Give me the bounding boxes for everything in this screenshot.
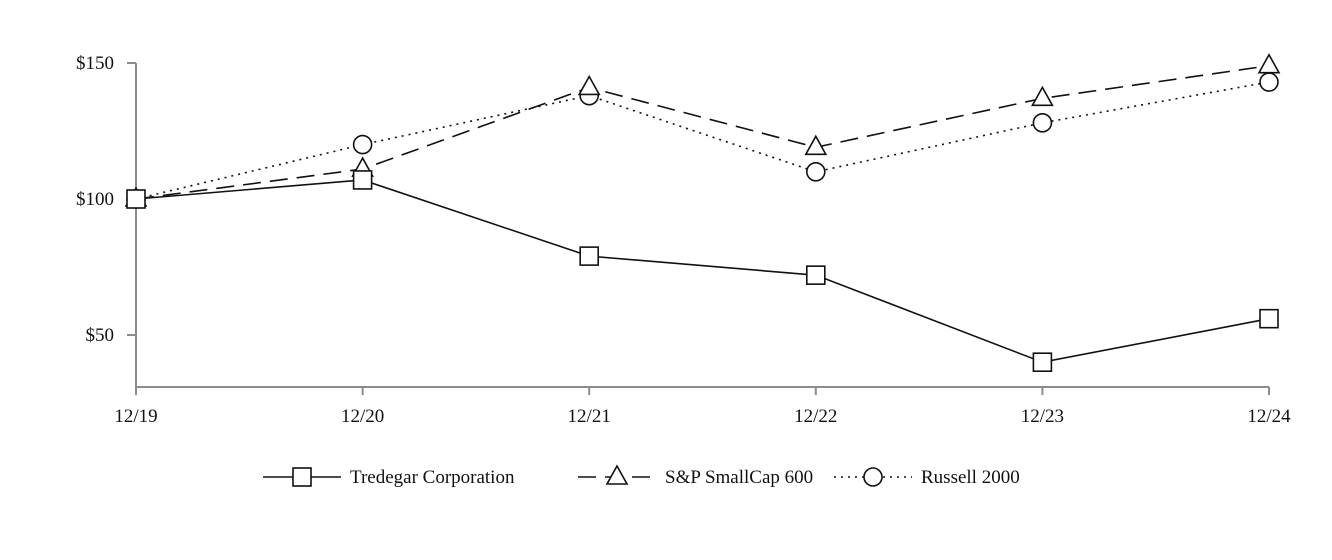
- x-tick-label: 12/24: [1247, 406, 1291, 427]
- data-point-circle: [352, 134, 373, 155]
- data-point-square: [352, 170, 373, 190]
- series-group: [124, 53, 1281, 373]
- data-point-circle: [1032, 113, 1053, 133]
- series-line: [135, 81, 1270, 200]
- series-triangle: [124, 53, 1281, 207]
- series-line: [135, 179, 1270, 364]
- series-line: [135, 64, 1270, 200]
- y-tick-label: $100: [76, 189, 114, 210]
- legend-marker-square: [292, 467, 312, 487]
- legend-item: Tredegar Corporation: [263, 467, 515, 488]
- y-tick-label: $50: [86, 325, 115, 346]
- legend: Tredegar Corporation S&P SmallCap 600 Russ…: [263, 464, 1020, 488]
- legend-marker-triangle: [605, 464, 629, 485]
- series-square: [126, 170, 1279, 373]
- data-point-square: [126, 189, 146, 209]
- legend-label: S&P SmallCap 600: [665, 467, 813, 488]
- data-point-square: [1259, 308, 1279, 329]
- x-tick-label: 12/20: [341, 406, 384, 427]
- legend-item: S&P SmallCap 600: [578, 464, 813, 488]
- legend-label: Tredegar Corporation: [350, 467, 515, 488]
- data-point-triangle: [1031, 85, 1054, 107]
- legend-marker-circle: [863, 467, 883, 487]
- x-tick-label: 12/21: [568, 406, 611, 427]
- data-point-circle: [1259, 72, 1279, 92]
- data-point-square: [805, 265, 826, 285]
- x-tick-label: 12/22: [794, 406, 837, 427]
- axes: $50 $100 $150 12/19 12/20 12/21 12/22 12/23 12/2…: [76, 53, 1291, 427]
- x-tick-label: 12/23: [1021, 406, 1064, 427]
- data-point-triangle: [1257, 53, 1281, 74]
- data-point-square: [1032, 352, 1053, 373]
- legend-item: Russell 2000: [834, 467, 1020, 488]
- data-point-square: [579, 246, 600, 266]
- y-tick-label: $150: [76, 53, 114, 74]
- series-circle: [126, 72, 1279, 209]
- x-tick-label: 12/19: [114, 406, 157, 427]
- data-point-triangle: [577, 74, 601, 96]
- legend-label: Russell 2000: [921, 467, 1020, 488]
- data-point-circle: [805, 162, 826, 182]
- data-point-triangle: [804, 134, 828, 156]
